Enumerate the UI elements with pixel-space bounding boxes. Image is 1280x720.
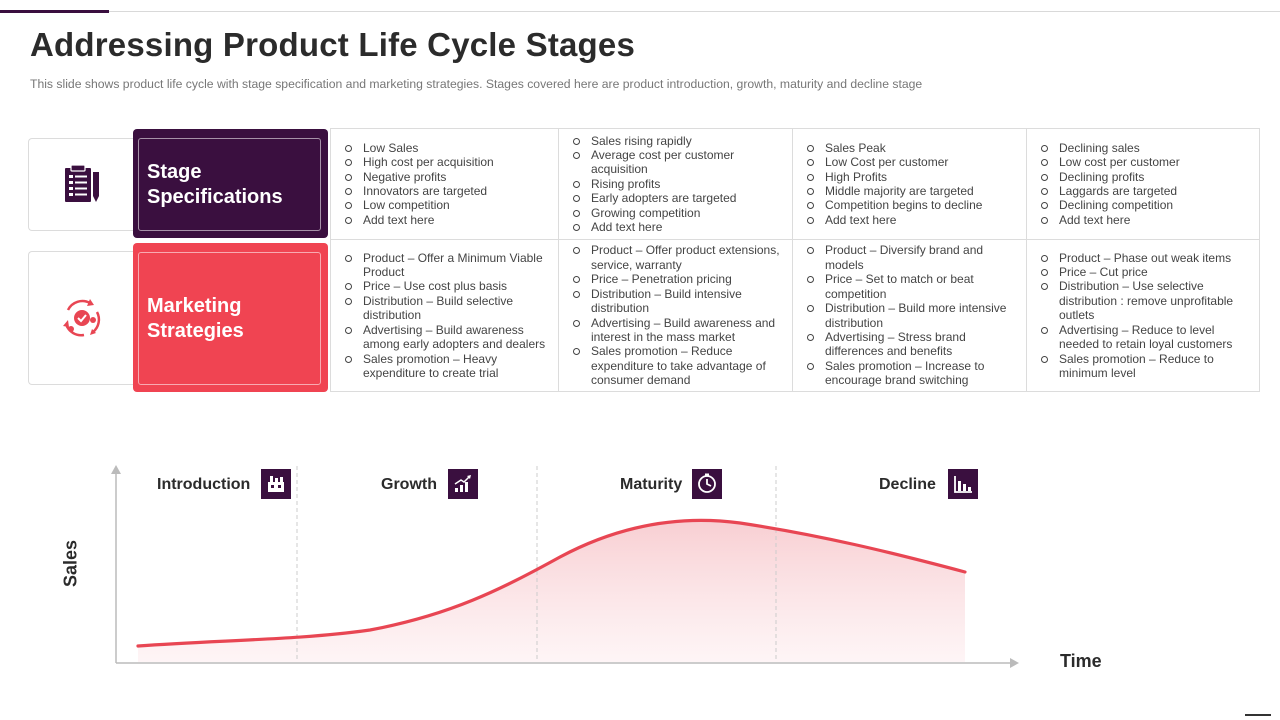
stage-specifications-icon-box: [28, 138, 134, 231]
y-axis-label: Sales: [60, 539, 81, 588]
clipboard-icon: [64, 163, 99, 202]
factory-icon: [261, 469, 291, 499]
corner-mark: [1245, 714, 1271, 716]
list-item: Low Sales: [345, 141, 494, 155]
list-item: Add text here: [345, 213, 494, 227]
decline-chart-icon: [948, 469, 978, 499]
list-item: Average cost per customer acquisition: [573, 148, 786, 177]
clock-icon: [692, 469, 722, 499]
list-item: Add text here: [1041, 213, 1180, 227]
strategy-cell-growth: Product – Offer product extensions, serv…: [559, 240, 793, 391]
list-item: Declining sales: [1041, 141, 1180, 155]
list-item: Price – Set to match or beat competition: [807, 272, 1020, 301]
list-item: Add text here: [573, 220, 786, 234]
list-item: Low Cost per customer: [806, 155, 982, 169]
list-item: Sales Peak: [806, 141, 982, 155]
stage-specifications-label: Stage Specifications: [147, 160, 283, 208]
stage-label-decline: Decline: [879, 476, 936, 493]
y-axis-arrow: [111, 465, 121, 474]
stage-label-maturity: Maturity: [620, 476, 683, 493]
stage-label-introduction: Introduction: [157, 476, 251, 493]
x-axis-label: Time: [1060, 651, 1102, 671]
lifecycle-curve-chart: [111, 465, 1019, 668]
stage-specifications-label-box: Stage Specifications: [133, 129, 328, 238]
marketing-strategies-icon-box: [28, 251, 134, 385]
list-item: Advertising – Stress brand differences a…: [807, 330, 1020, 359]
list-item: Sales promotion – Heavy expenditure to c…: [345, 352, 552, 381]
list-item: Growing competition: [573, 206, 786, 220]
list-item: Sales rising rapidly: [573, 134, 786, 148]
growth-chart-icon: [448, 469, 478, 499]
list-item: Price – Cut price: [1041, 265, 1253, 279]
spec-cell-introduction: Low Sales High cost per acquisition Nega…: [331, 129, 559, 240]
list-item: Rising profits: [573, 177, 786, 191]
lifecycle-table: Low Sales High cost per acquisition Nega…: [330, 128, 1260, 392]
top-accent-bar: [0, 10, 109, 13]
list-item: High cost per acquisition: [345, 155, 494, 170]
list-item: Price – Penetration pricing: [573, 272, 786, 286]
list-item: Product – Offer a Minimum Viable Product: [345, 251, 552, 280]
list-item: Distribution – Build selective distribut…: [345, 294, 552, 323]
list-item: Early adopters are targeted: [573, 191, 786, 205]
list-item: Advertising – Reduce to level needed to …: [1041, 323, 1253, 352]
list-item: Low cost per customer: [1041, 155, 1180, 170]
list-item: Declining competition: [1041, 198, 1180, 212]
x-axis-arrow: [1010, 658, 1019, 668]
list-item: Sales promotion – Reduce to minimum leve…: [1041, 352, 1253, 381]
list-item: Sales promotion – Increase to encourage …: [807, 359, 1020, 388]
page-title: Addressing Product Life Cycle Stages: [30, 26, 636, 63]
page-subtitle: This slide shows product life cycle with…: [30, 77, 923, 91]
list-item: High Profits: [806, 170, 982, 184]
list-item: Declining profits: [1041, 170, 1180, 184]
list-item: Price – Use cost plus basis: [345, 279, 552, 293]
list-item: Product – Diversify brand and models: [807, 243, 1020, 272]
list-item: Distribution – Build more intensive dist…: [807, 301, 1020, 330]
stage-label-growth: Growth: [381, 476, 437, 493]
top-divider: [0, 11, 1280, 12]
list-item: Product – Offer product extensions, serv…: [573, 243, 786, 272]
strategy-cell-decline: Product – Phase out weak items Price – C…: [1027, 240, 1259, 391]
list-item: Distribution – Use selective distributio…: [1041, 279, 1253, 322]
list-item: Sales promotion – Reduce expenditure to …: [573, 344, 786, 387]
list-item: Advertising – Build awareness among earl…: [345, 323, 552, 352]
list-item: Advertising – Build awareness and intere…: [573, 316, 786, 345]
list-item: Product – Phase out weak items: [1041, 251, 1253, 265]
list-item: Add text here: [806, 213, 982, 227]
list-item: Negative profits: [345, 170, 494, 184]
strategy-cell-introduction: Product – Offer a Minimum Viable Product…: [331, 240, 559, 391]
lifecycle-curve: [136, 518, 967, 648]
list-item: Innovators are targeted: [345, 184, 494, 198]
list-item: Laggards are targeted: [1041, 184, 1180, 198]
strategy-cell-maturity: Product – Diversify brand and models Pri…: [793, 240, 1027, 391]
marketing-strategies-label: Marketing Strategies: [147, 294, 244, 342]
list-item: Distribution – Build intensive distribut…: [573, 287, 786, 316]
spec-cell-maturity: Sales Peak Low Cost per customer High Pr…: [793, 129, 1027, 240]
spec-cell-growth: Sales rising rapidly Average cost per cu…: [559, 129, 793, 240]
list-item: Low competition: [345, 198, 494, 212]
list-item: Competition begins to decline: [806, 198, 983, 213]
curve-area-fill: [138, 520, 965, 662]
list-item: Middle majority are targeted: [806, 184, 982, 198]
strategy-cycle-icon: [62, 299, 100, 337]
marketing-strategies-label-box: Marketing Strategies: [133, 243, 328, 392]
spec-cell-decline: Declining sales Low cost per customer De…: [1027, 129, 1259, 240]
